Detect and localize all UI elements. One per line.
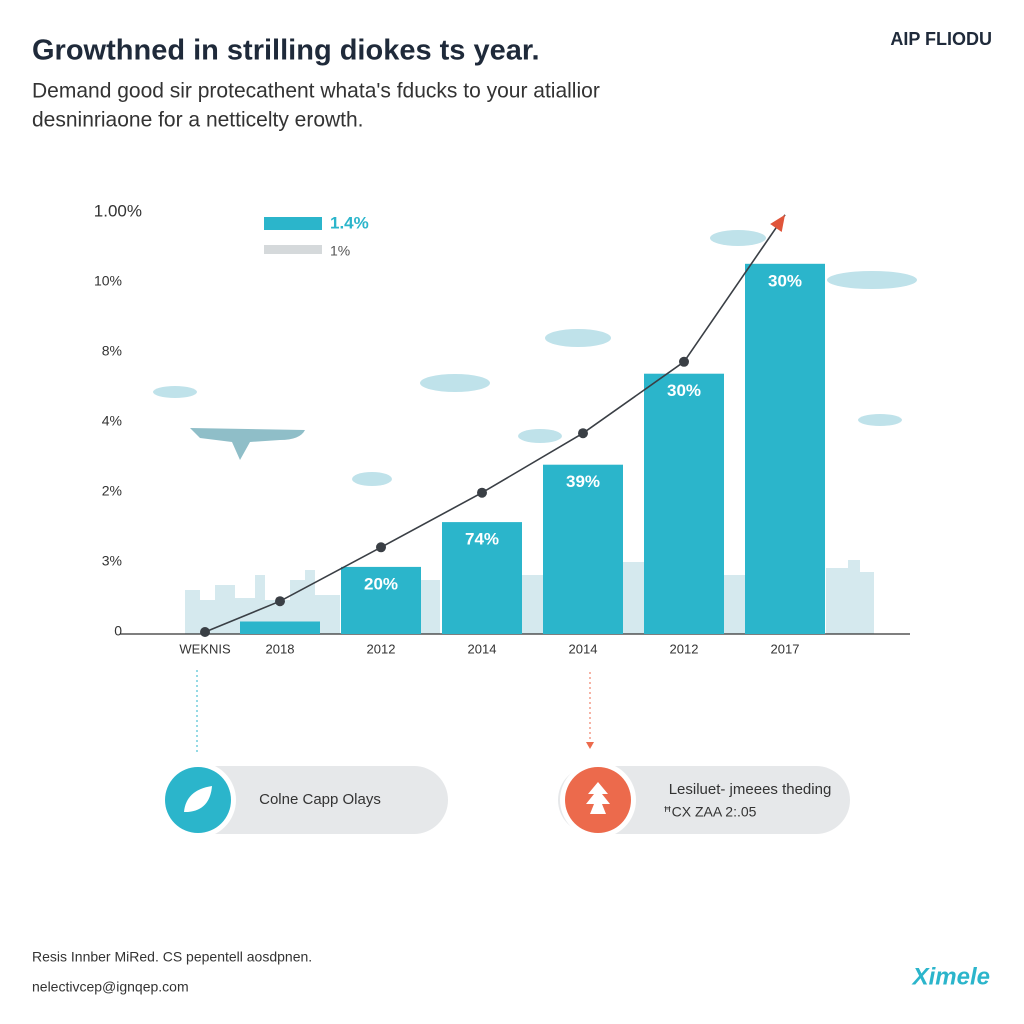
bar: [442, 522, 522, 634]
bar: [745, 263, 825, 634]
bar: [543, 464, 623, 634]
legend-swatch: [264, 245, 322, 254]
x-tick-label: WEKNIS: [179, 641, 231, 656]
logo: AIP FLIODU: [890, 29, 992, 49]
footer-text: nelectivcep@ignqep.com: [32, 979, 189, 995]
subtitle: desninriaone for a netticelty erowth.: [32, 109, 364, 132]
callout-text: ꟸCX ZAA 2:.05: [664, 804, 757, 820]
chart: 0 3% 2% 4% 8% 10% 1.00% WEKNIS 2018 2012 2014 2014 2…: [94, 201, 910, 656]
callout: Colne Capp Olays: [160, 670, 448, 838]
callout-title: Lesiluet- jmeees theding: [669, 781, 832, 798]
title: Growthned in strilling diokes ts year.: [32, 35, 540, 67]
callout-text: Colne Capp Olays: [259, 791, 381, 808]
bar: [341, 566, 421, 634]
y-tick-label: 3%: [102, 553, 122, 569]
x-tick-label: 2018: [266, 641, 295, 656]
bar: [240, 621, 320, 634]
legend-swatch: [264, 217, 322, 230]
x-tick-label: 2017: [771, 641, 800, 656]
value-label: 74%: [465, 530, 499, 549]
value-label: 30%: [667, 381, 701, 400]
brand: Ximele: [911, 963, 990, 990]
trend-point: [679, 356, 689, 367]
trend-point: [578, 428, 588, 439]
x-tick-label: 2014: [569, 641, 598, 656]
subtitle: Demand good sir protecathent whata's fdu…: [32, 80, 600, 103]
value-label: 20%: [364, 574, 398, 593]
value-label: 39%: [566, 472, 600, 491]
y-tick-label: 10%: [94, 273, 122, 289]
x-tick-label: 2012: [367, 641, 396, 656]
decor: [153, 230, 917, 634]
trend-point: [477, 487, 487, 498]
value-label: 30%: [768, 271, 802, 290]
y-tick-label: 0: [114, 623, 122, 639]
trend-point: [200, 627, 210, 637]
x-tick-label: 2012: [670, 641, 699, 656]
trend-point: [275, 596, 285, 607]
y-tick-label: 4%: [102, 413, 122, 429]
trend-point: [376, 542, 386, 553]
x-tick-label: 2014: [468, 641, 497, 656]
y-tick-label: 1.00%: [94, 201, 142, 220]
legend-label: 1.4%: [330, 213, 369, 232]
legend-label: 1%: [330, 243, 350, 259]
footer-text: Resis Innber MiRed. CS pepentell aosdpne…: [32, 949, 312, 965]
bar: [644, 373, 724, 634]
trend-arrow: [770, 214, 785, 232]
y-tick-label: 2%: [102, 483, 122, 499]
callout: Lesiluet- jmeees theding ꟸCX ZAA 2:.05: [558, 672, 850, 838]
y-tick-label: 8%: [102, 343, 122, 359]
